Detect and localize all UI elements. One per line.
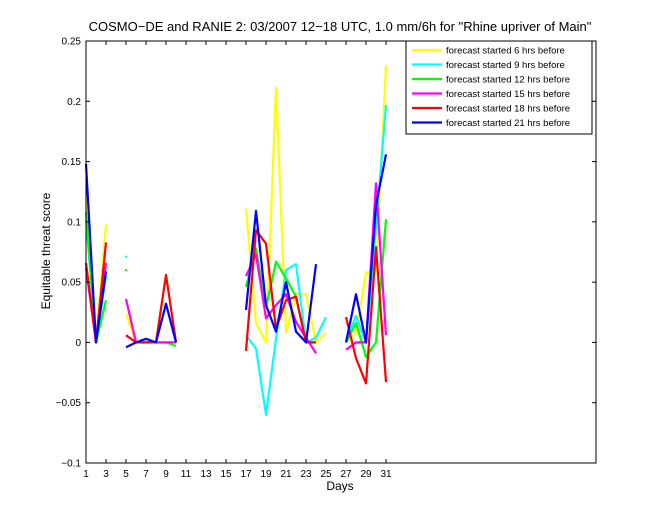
- legend-entry-label: forecast started 15 hrs before: [446, 89, 570, 100]
- y-tick-label: 0.15: [62, 157, 82, 168]
- x-tick-label: 23: [300, 469, 312, 480]
- x-tick-label: 17: [240, 469, 252, 480]
- x-tick-label: 15: [220, 469, 232, 480]
- series-line-5: [84, 229, 388, 385]
- x-tick-label: 3: [103, 469, 109, 480]
- y-tick-label: 0.25: [62, 37, 82, 48]
- x-tick-label: 13: [200, 469, 212, 480]
- y-tick-label: 0.2: [67, 97, 81, 108]
- x-tick-label: 31: [380, 469, 392, 480]
- axis-ticks: 1 3 5 7 9 11 13 15 17 19 21 23 25 27 29 31−0.1−0.0500.0…: [56, 37, 596, 480]
- y-tick-label: −0.05: [56, 398, 82, 409]
- legend: forecast started 6 hrs before forecast st…: [405, 40, 593, 135]
- x-tick-label: 1: [83, 469, 89, 480]
- plot-area: [85, 40, 597, 464]
- x-tick-label: 9: [163, 469, 169, 480]
- x-tick-label: 7: [143, 469, 149, 480]
- x-tick-label: 19: [260, 469, 272, 480]
- legend-entry-label: forecast started 21 hrs before: [446, 118, 570, 129]
- series-layer: [84, 65, 388, 416]
- x-tick-label: 5: [123, 469, 129, 480]
- series-line-2: [84, 104, 388, 416]
- x-axis-label: Days: [326, 479, 353, 493]
- y-tick-label: 0: [75, 338, 81, 349]
- legend-box: [405, 40, 593, 135]
- y-tick-label: 0.05: [62, 278, 82, 289]
- chart-title: COSMO−DE and RANIE 2: 03/2007 12−18 UTC,…: [89, 19, 592, 34]
- x-tick-label: 25: [320, 469, 332, 480]
- x-tick-label: 21: [280, 469, 292, 480]
- series-line-1: [84, 65, 388, 344]
- x-tick-label: 11: [181, 469, 192, 480]
- series-line-3: [84, 212, 388, 358]
- series-line-6: [84, 154, 388, 349]
- y-axis-label: Equitable threat score: [39, 192, 53, 309]
- legend-entry-label: forecast started 9 hrs before: [446, 60, 565, 71]
- x-tick-label: 29: [360, 469, 372, 480]
- y-tick-label: 0.1: [67, 217, 81, 228]
- y-tick-label: −0.1: [61, 459, 81, 470]
- legend-entry-label: forecast started 6 hrs before: [446, 46, 565, 57]
- legend-entry-label: forecast started 12 hrs before: [446, 75, 570, 86]
- x-tick-label: 27: [340, 469, 352, 480]
- legend-entry-label: forecast started 18 hrs before: [446, 104, 570, 115]
